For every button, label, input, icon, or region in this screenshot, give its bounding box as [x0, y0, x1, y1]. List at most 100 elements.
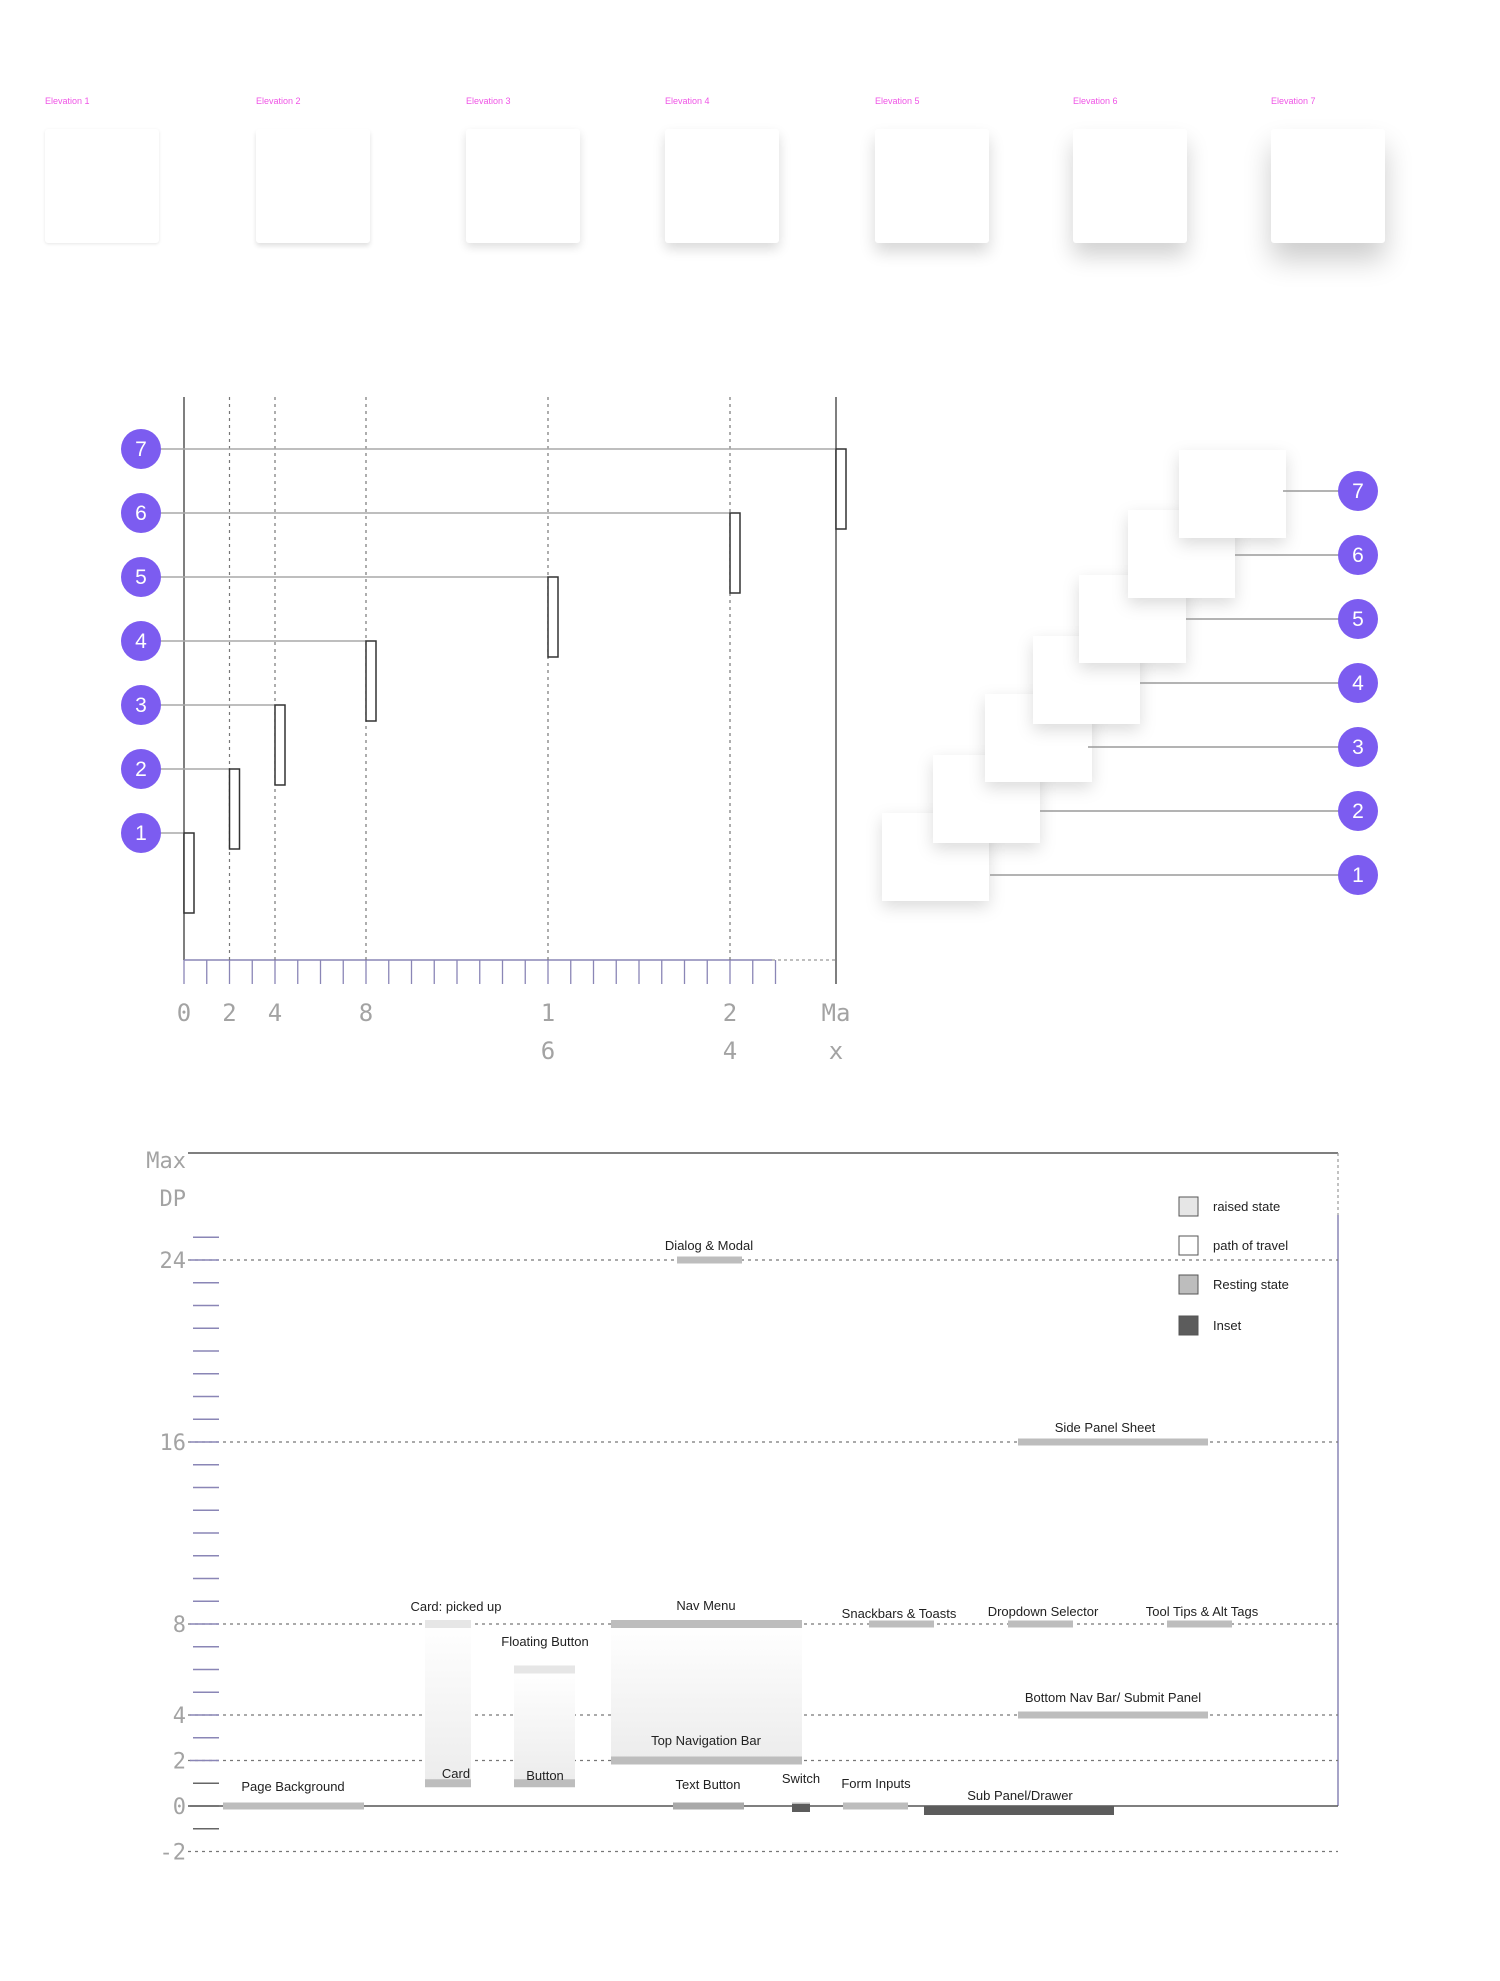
level-badge	[121, 429, 161, 469]
legend-swatch	[1178, 1196, 1199, 1217]
legend-label: Inset	[1213, 1318, 1242, 1333]
component-label: Dropdown Selector	[988, 1604, 1099, 1619]
legend-swatch	[1178, 1315, 1199, 1336]
y-tick-label: 8	[173, 1613, 186, 1638]
level-badge	[121, 557, 161, 597]
level-badge	[121, 493, 161, 533]
x-tick-label: 2	[723, 999, 737, 1027]
y-tick-label: 4	[173, 1704, 186, 1729]
elevation-card	[1073, 129, 1187, 243]
elevation-label: Elevation 7	[1271, 96, 1316, 106]
component-bar	[611, 1620, 802, 1628]
level-badge-number: 5	[135, 566, 147, 589]
component-label: Sub Panel/Drawer	[967, 1788, 1073, 1803]
component-label: Nav Menu	[676, 1598, 735, 1613]
stack-level-badge-number: 4	[1352, 672, 1364, 695]
inset-bar	[924, 1806, 1114, 1815]
level-badge-number: 7	[135, 438, 147, 461]
level-badge-number: 3	[135, 694, 147, 717]
component-bar	[425, 1779, 471, 1788]
stack-level-badge	[1338, 727, 1378, 767]
stack-level-badge-number: 6	[1352, 544, 1364, 567]
legend-swatch	[1178, 1235, 1199, 1256]
level-badge	[121, 749, 161, 789]
elevation-range-marker	[835, 448, 847, 530]
level-badge-number: 4	[135, 630, 147, 653]
component-label: Form Inputs	[841, 1776, 911, 1791]
component-label: Page Background	[241, 1779, 344, 1794]
y-tick-label: Max	[146, 1149, 186, 1174]
elevation-label: Elevation 2	[256, 96, 301, 106]
stack-level-badge	[1338, 791, 1378, 831]
component-bar	[611, 1756, 802, 1765]
x-tick-label: Ma	[822, 999, 851, 1027]
legend-label: path of travel	[1213, 1238, 1288, 1253]
x-tick-label: 4	[723, 1037, 737, 1065]
level-badge-number: 1	[135, 822, 147, 845]
component-label: Floating Button	[501, 1634, 588, 1649]
elevation-card	[665, 129, 779, 243]
stack-level-badge	[1338, 663, 1378, 703]
level-badge-number: 2	[135, 758, 147, 781]
x-tick-label: 0	[177, 999, 191, 1027]
component-label: Side Panel Sheet	[1055, 1420, 1156, 1435]
path-of-travel	[514, 1669, 575, 1784]
stack-level-badge	[1338, 599, 1378, 639]
elevation-card	[466, 129, 580, 243]
elevation-card	[875, 129, 989, 243]
elevation-label: Elevation 5	[875, 96, 920, 106]
component-bar	[1018, 1711, 1208, 1719]
component-bar	[673, 1802, 744, 1810]
level-badge-number: 6	[135, 502, 147, 525]
elevation-range-marker	[183, 832, 195, 914]
stack-level-badge-number: 1	[1352, 864, 1364, 887]
y-tick-label: 0	[173, 1795, 186, 1820]
y-tick-label: DP	[160, 1187, 187, 1212]
component-bar	[843, 1802, 908, 1810]
x-tick-label: 6	[541, 1037, 555, 1065]
component-label: Tool Tips & Alt Tags	[1146, 1604, 1259, 1619]
component-label: Text Button	[675, 1777, 740, 1792]
elevation-range-marker	[274, 704, 286, 786]
component-label: Top Navigation Bar	[651, 1733, 762, 1748]
component-bar	[1018, 1438, 1208, 1446]
x-tick-label: x	[829, 1037, 843, 1065]
component-bar	[869, 1620, 934, 1628]
elevation-card	[256, 129, 370, 243]
legend-label: Resting state	[1213, 1277, 1289, 1292]
component-bar	[223, 1802, 364, 1810]
stack-level-badge	[1338, 471, 1378, 511]
x-tick-label: 1	[541, 999, 555, 1027]
legend-label: raised state	[1213, 1199, 1280, 1214]
x-tick-label: 2	[222, 999, 236, 1027]
component-bar	[1008, 1620, 1073, 1628]
component-bar	[514, 1779, 575, 1788]
elevation-label: Elevation 4	[665, 96, 710, 106]
level-badge	[121, 813, 161, 853]
stack-level-badge-number: 3	[1352, 736, 1364, 759]
x-tick-label: 8	[359, 999, 373, 1027]
y-tick-label: 24	[160, 1249, 187, 1274]
y-tick-label: 2	[173, 1750, 186, 1775]
y-tick-label: -2	[160, 1841, 187, 1866]
component-label: Bottom Nav Bar/ Submit Panel	[1025, 1690, 1201, 1705]
component-bar	[425, 1620, 471, 1628]
component-bar	[514, 1665, 575, 1674]
path-of-travel	[611, 1624, 802, 1761]
stacked-card	[1179, 450, 1286, 538]
elevation-card	[45, 129, 159, 243]
inset-bar	[792, 1804, 810, 1812]
stack-level-badge-number: 5	[1352, 608, 1364, 631]
elevation-range-marker	[365, 640, 377, 722]
stack-level-badge	[1338, 855, 1378, 895]
component-label: Card	[442, 1766, 470, 1781]
elevation-range-marker	[547, 576, 559, 658]
component-label: Card: picked up	[410, 1599, 501, 1614]
level-badge	[121, 621, 161, 661]
component-label: Switch	[782, 1771, 820, 1786]
component-label: Button	[526, 1768, 564, 1783]
component-label: Dialog & Modal	[665, 1238, 753, 1253]
